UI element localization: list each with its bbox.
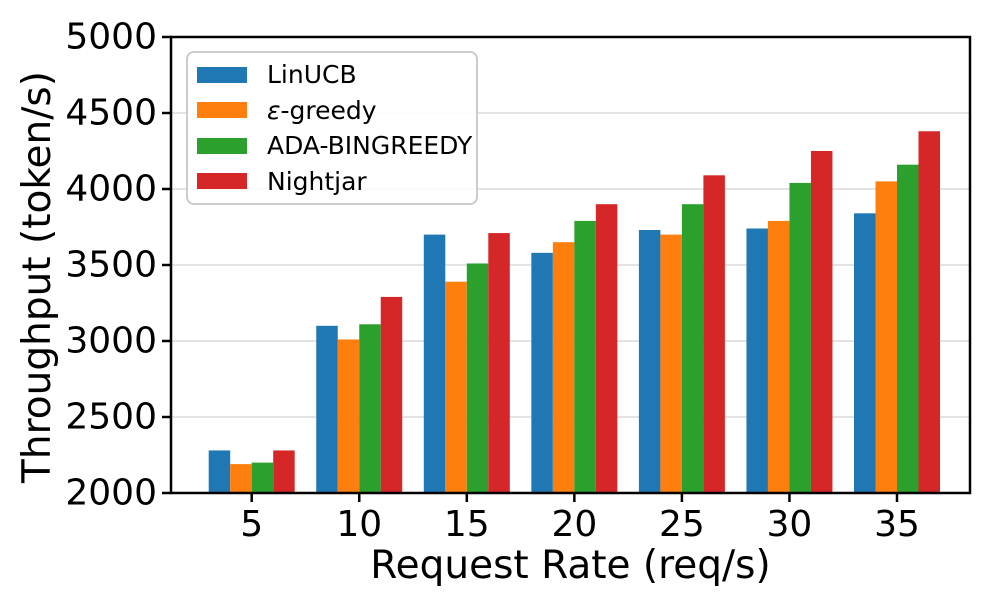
- bar-LinUCB-5: [208, 450, 231, 493]
- x-tick-label: 5: [240, 504, 263, 545]
- x-tick-label: 15: [444, 504, 490, 545]
- bar-LinUCB-30: [746, 228, 768, 493]
- x-tick-label: 20: [551, 504, 597, 545]
- y-tick-label: 2500: [65, 397, 157, 438]
- legend-swatch-ε-greedy: [197, 102, 247, 119]
- y-tick-label: 3000: [65, 321, 157, 362]
- bar-ε-greedy-5: [230, 464, 252, 493]
- x-tick-label: 30: [767, 504, 813, 545]
- y-axis-ticks: 2000 2500 3000 3500 4000 4500 5000: [65, 17, 171, 514]
- x-axis-label: Request Rate (req/s): [370, 543, 770, 588]
- legend-swatch-LinUCB: [197, 66, 247, 83]
- legend-label: ADA-BINGREEDY: [267, 131, 473, 161]
- legend-item-ADA-BINGREEDY: ADA-BINGREEDY: [197, 133, 472, 158]
- bar-ADA-BINGREEDY-30: [789, 182, 811, 494]
- bar-Nightjar-15: [488, 233, 510, 493]
- bar-ε-greedy-15: [445, 281, 467, 493]
- x-tick-label: 25: [659, 504, 705, 545]
- legend: LinUCB ε-greedy ADA-BINGREEDY Nightjar: [186, 51, 478, 205]
- legend-item-LinUCB: LinUCB: [197, 62, 472, 87]
- bar-ADA-BINGREEDY-15: [466, 263, 489, 493]
- x-tick-label: 10: [336, 504, 382, 545]
- bar-LinUCB-25: [638, 230, 661, 494]
- legend-swatch-Nightjar: [197, 173, 247, 190]
- legend-item-Nightjar: Nightjar: [197, 169, 472, 194]
- y-tick-label: 3500: [65, 245, 157, 286]
- bar-LinUCB-10: [316, 325, 338, 493]
- legend-label: Nightjar: [267, 166, 367, 196]
- y-tick-label: 5000: [65, 17, 157, 58]
- legend-item-ε-greedy: ε-greedy: [197, 98, 472, 123]
- bar-Nightjar-10: [380, 296, 403, 493]
- bar-ε-greedy-25: [660, 234, 682, 493]
- bar-ADA-BINGREEDY-20: [574, 220, 596, 494]
- x-tick-label: 35: [874, 504, 920, 545]
- legend-swatch-ADA-BINGREEDY: [197, 137, 247, 154]
- bar-ADA-BINGREEDY-10: [359, 324, 381, 493]
- bar-LinUCB-35: [854, 213, 876, 493]
- bar-Nightjar-5: [273, 450, 295, 493]
- bar-LinUCB-15: [423, 234, 446, 493]
- x-axis-ticks: 5 10 15 20 25 30 35: [240, 493, 920, 545]
- y-tick-label: 4500: [65, 93, 157, 134]
- y-tick-label: 2000: [65, 473, 157, 514]
- legend-label: LinUCB: [267, 60, 357, 90]
- bar-ADA-BINGREEDY-35: [897, 164, 919, 493]
- bar-LinUCB-20: [531, 252, 553, 493]
- bar-Nightjar-35: [918, 131, 940, 494]
- bar-Nightjar-30: [810, 151, 833, 493]
- bar-ADA-BINGREEDY-5: [251, 462, 274, 493]
- bar-ADA-BINGREEDY-25: [681, 204, 704, 493]
- bars: [208, 131, 940, 494]
- y-axis-label: Throughput (token/s): [15, 71, 60, 484]
- bar-ε-greedy-35: [875, 181, 897, 493]
- bar-ε-greedy-30: [767, 220, 790, 494]
- bar-Nightjar-25: [703, 175, 725, 493]
- bar-Nightjar-20: [595, 204, 618, 493]
- bar-ε-greedy-20: [552, 242, 575, 493]
- bar-ε-greedy-10: [337, 339, 360, 493]
- y-tick-label: 4000: [65, 169, 157, 210]
- legend-label: ε-greedy: [267, 95, 377, 125]
